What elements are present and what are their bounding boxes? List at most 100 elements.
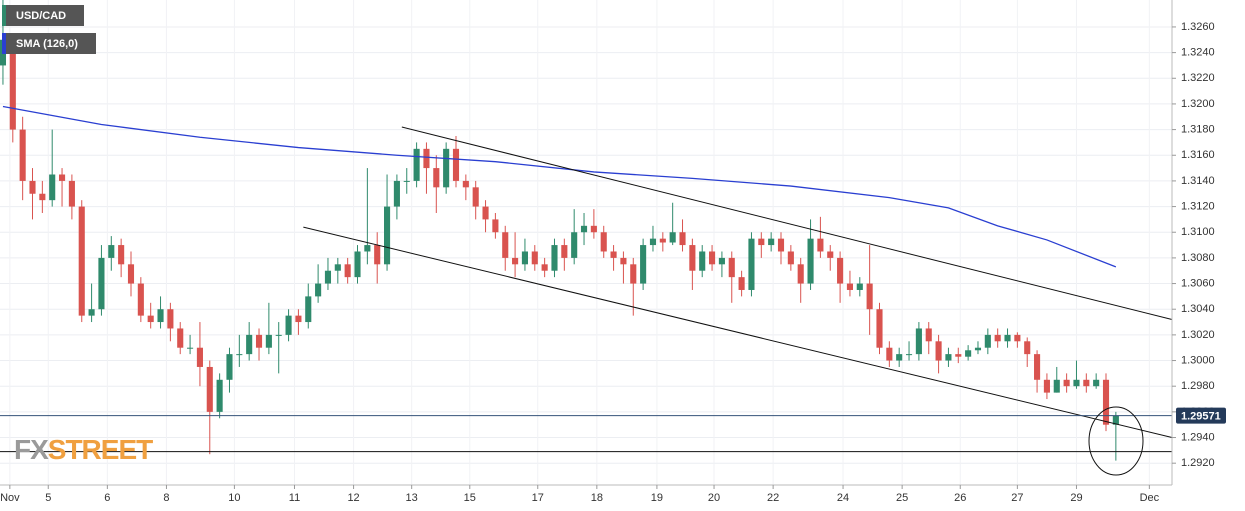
candle-body bbox=[393, 180, 400, 207]
candle-body bbox=[896, 354, 903, 361]
candle-body bbox=[531, 251, 538, 265]
x-tick-label: 13 bbox=[406, 492, 418, 504]
x-tick-label: 20 bbox=[708, 492, 720, 504]
candle-body bbox=[88, 309, 95, 316]
y-tick-label: 1.3080 bbox=[1181, 252, 1215, 264]
logo-street: STREET bbox=[48, 434, 153, 465]
candle-body bbox=[974, 347, 982, 351]
price-tag bbox=[1176, 407, 1226, 424]
candle-body bbox=[856, 283, 863, 290]
candle-body bbox=[709, 251, 716, 265]
candle-body bbox=[738, 277, 745, 290]
candle-body bbox=[206, 366, 213, 412]
trendline bbox=[401, 126, 1173, 320]
candle-body bbox=[384, 206, 391, 265]
candle-body bbox=[512, 257, 519, 265]
candle-body bbox=[699, 251, 706, 271]
candle-body bbox=[127, 264, 135, 284]
candle-body bbox=[1112, 415, 1119, 425]
candle-body bbox=[423, 148, 430, 169]
x-tick-label: 26 bbox=[954, 492, 966, 504]
candle-body bbox=[748, 238, 755, 290]
x-tick-label: 18 bbox=[591, 492, 603, 504]
candle-body bbox=[925, 328, 932, 342]
candle-body bbox=[1102, 379, 1110, 425]
candle-body bbox=[965, 350, 972, 357]
candle-body bbox=[354, 251, 361, 278]
candle-body bbox=[1034, 354, 1041, 380]
candle-body bbox=[236, 354, 243, 356]
candle-body bbox=[98, 257, 105, 310]
candle-body bbox=[580, 225, 588, 233]
candle-body bbox=[433, 168, 440, 188]
candle-body bbox=[600, 232, 607, 252]
candle-body bbox=[443, 148, 450, 188]
legend-box bbox=[2, 5, 84, 26]
candle-body bbox=[945, 354, 952, 361]
candle-body bbox=[285, 315, 292, 335]
x-tick-label: 22 bbox=[767, 492, 779, 504]
candle-body bbox=[1053, 379, 1060, 393]
candle-body bbox=[9, 39, 16, 130]
candle-body bbox=[827, 251, 834, 258]
candle-body bbox=[295, 315, 302, 323]
y-tick-label: 1.3240 bbox=[1181, 47, 1215, 59]
x-tick-label: Nov bbox=[0, 492, 20, 504]
candle-body bbox=[718, 257, 725, 265]
candle-body bbox=[610, 251, 617, 258]
candle-body bbox=[689, 245, 696, 271]
candle-body bbox=[403, 180, 410, 182]
candle-body bbox=[324, 270, 332, 284]
legend-swatch bbox=[2, 5, 6, 26]
sma-line bbox=[2, 105, 1117, 268]
candle-body bbox=[118, 245, 125, 265]
y-tick-label: 1.3020 bbox=[1181, 329, 1215, 341]
y-tick-label: 1.3160 bbox=[1181, 149, 1215, 161]
candle-body bbox=[137, 283, 144, 316]
candle-body bbox=[246, 334, 253, 355]
legend-label: SMA (126,0) bbox=[16, 38, 78, 50]
candle-body bbox=[620, 257, 627, 265]
x-tick-label: 29 bbox=[1070, 492, 1082, 504]
candle-body bbox=[541, 264, 548, 271]
candle-body bbox=[315, 283, 322, 297]
y-tick-label: 1.2980 bbox=[1181, 380, 1215, 392]
candle-body bbox=[1093, 379, 1100, 387]
candle-body bbox=[758, 238, 765, 246]
x-tick-label: 17 bbox=[532, 492, 544, 504]
candle-body bbox=[167, 309, 174, 329]
y-tick-label: 1.2920 bbox=[1181, 457, 1215, 469]
legend-label: USD/CAD bbox=[16, 10, 66, 22]
legend-swatch bbox=[2, 33, 6, 54]
candle-body bbox=[344, 264, 351, 278]
candle-body bbox=[1043, 379, 1050, 393]
x-tick-label: 27 bbox=[1011, 492, 1023, 504]
candle-body bbox=[1004, 334, 1011, 342]
candle-body bbox=[777, 238, 785, 252]
x-tick-label: 25 bbox=[896, 492, 908, 504]
candle-body bbox=[482, 206, 489, 220]
legend-box bbox=[2, 33, 96, 54]
y-tick-label: 1.3060 bbox=[1181, 277, 1215, 289]
candle-body bbox=[659, 238, 666, 243]
candle-body bbox=[19, 129, 26, 181]
candle-body bbox=[994, 334, 1001, 342]
candle-body bbox=[29, 180, 36, 194]
logo: FXSTREET bbox=[14, 434, 153, 465]
candle-body bbox=[58, 174, 66, 181]
candle-body bbox=[216, 379, 223, 412]
candle-body bbox=[472, 187, 479, 207]
candle-body bbox=[797, 264, 804, 284]
candle-body bbox=[78, 206, 85, 316]
candle-body bbox=[630, 264, 637, 284]
candle-body bbox=[905, 354, 913, 356]
candle-body bbox=[521, 251, 528, 265]
candle-body bbox=[866, 283, 873, 310]
y-tick-label: 1.3120 bbox=[1181, 200, 1215, 212]
candle-body bbox=[590, 225, 597, 233]
candle-body bbox=[275, 334, 282, 336]
candle-body bbox=[413, 148, 420, 181]
candle-body bbox=[187, 347, 194, 349]
y-tick-label: 1.2940 bbox=[1181, 431, 1215, 443]
